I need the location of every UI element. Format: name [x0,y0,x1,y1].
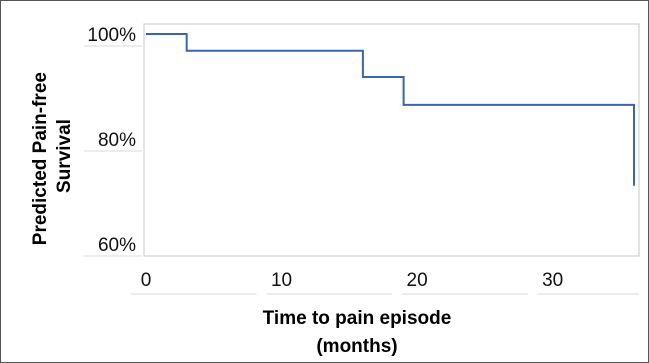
x-tick-label: 10 [271,270,292,291]
y-axis-title-line-2: Survival [54,119,75,193]
x-axis: 0 10 20 30 [131,270,639,295]
y-axis: 60% 80% 100% [84,25,142,257]
x-axis-title-line-2: (months) [316,336,397,357]
x-tick-label: 20 [407,270,428,291]
x-tick-label: 30 [542,270,563,291]
plot-area [143,23,640,257]
y-tick-label: 100% [87,25,136,46]
y-tick-label: 80% [98,130,136,151]
y-axis-title-line-1: Predicted Pain-free [30,72,51,245]
survival-step-line [146,33,635,186]
y-axis-title: Predicted Pain-free Survival [30,67,75,245]
y-tick-label: 60% [98,235,136,256]
x-tick-label: 0 [141,270,152,291]
x-axis-title-line-1: Time to pain episode [263,308,452,329]
series-layer [146,33,635,186]
